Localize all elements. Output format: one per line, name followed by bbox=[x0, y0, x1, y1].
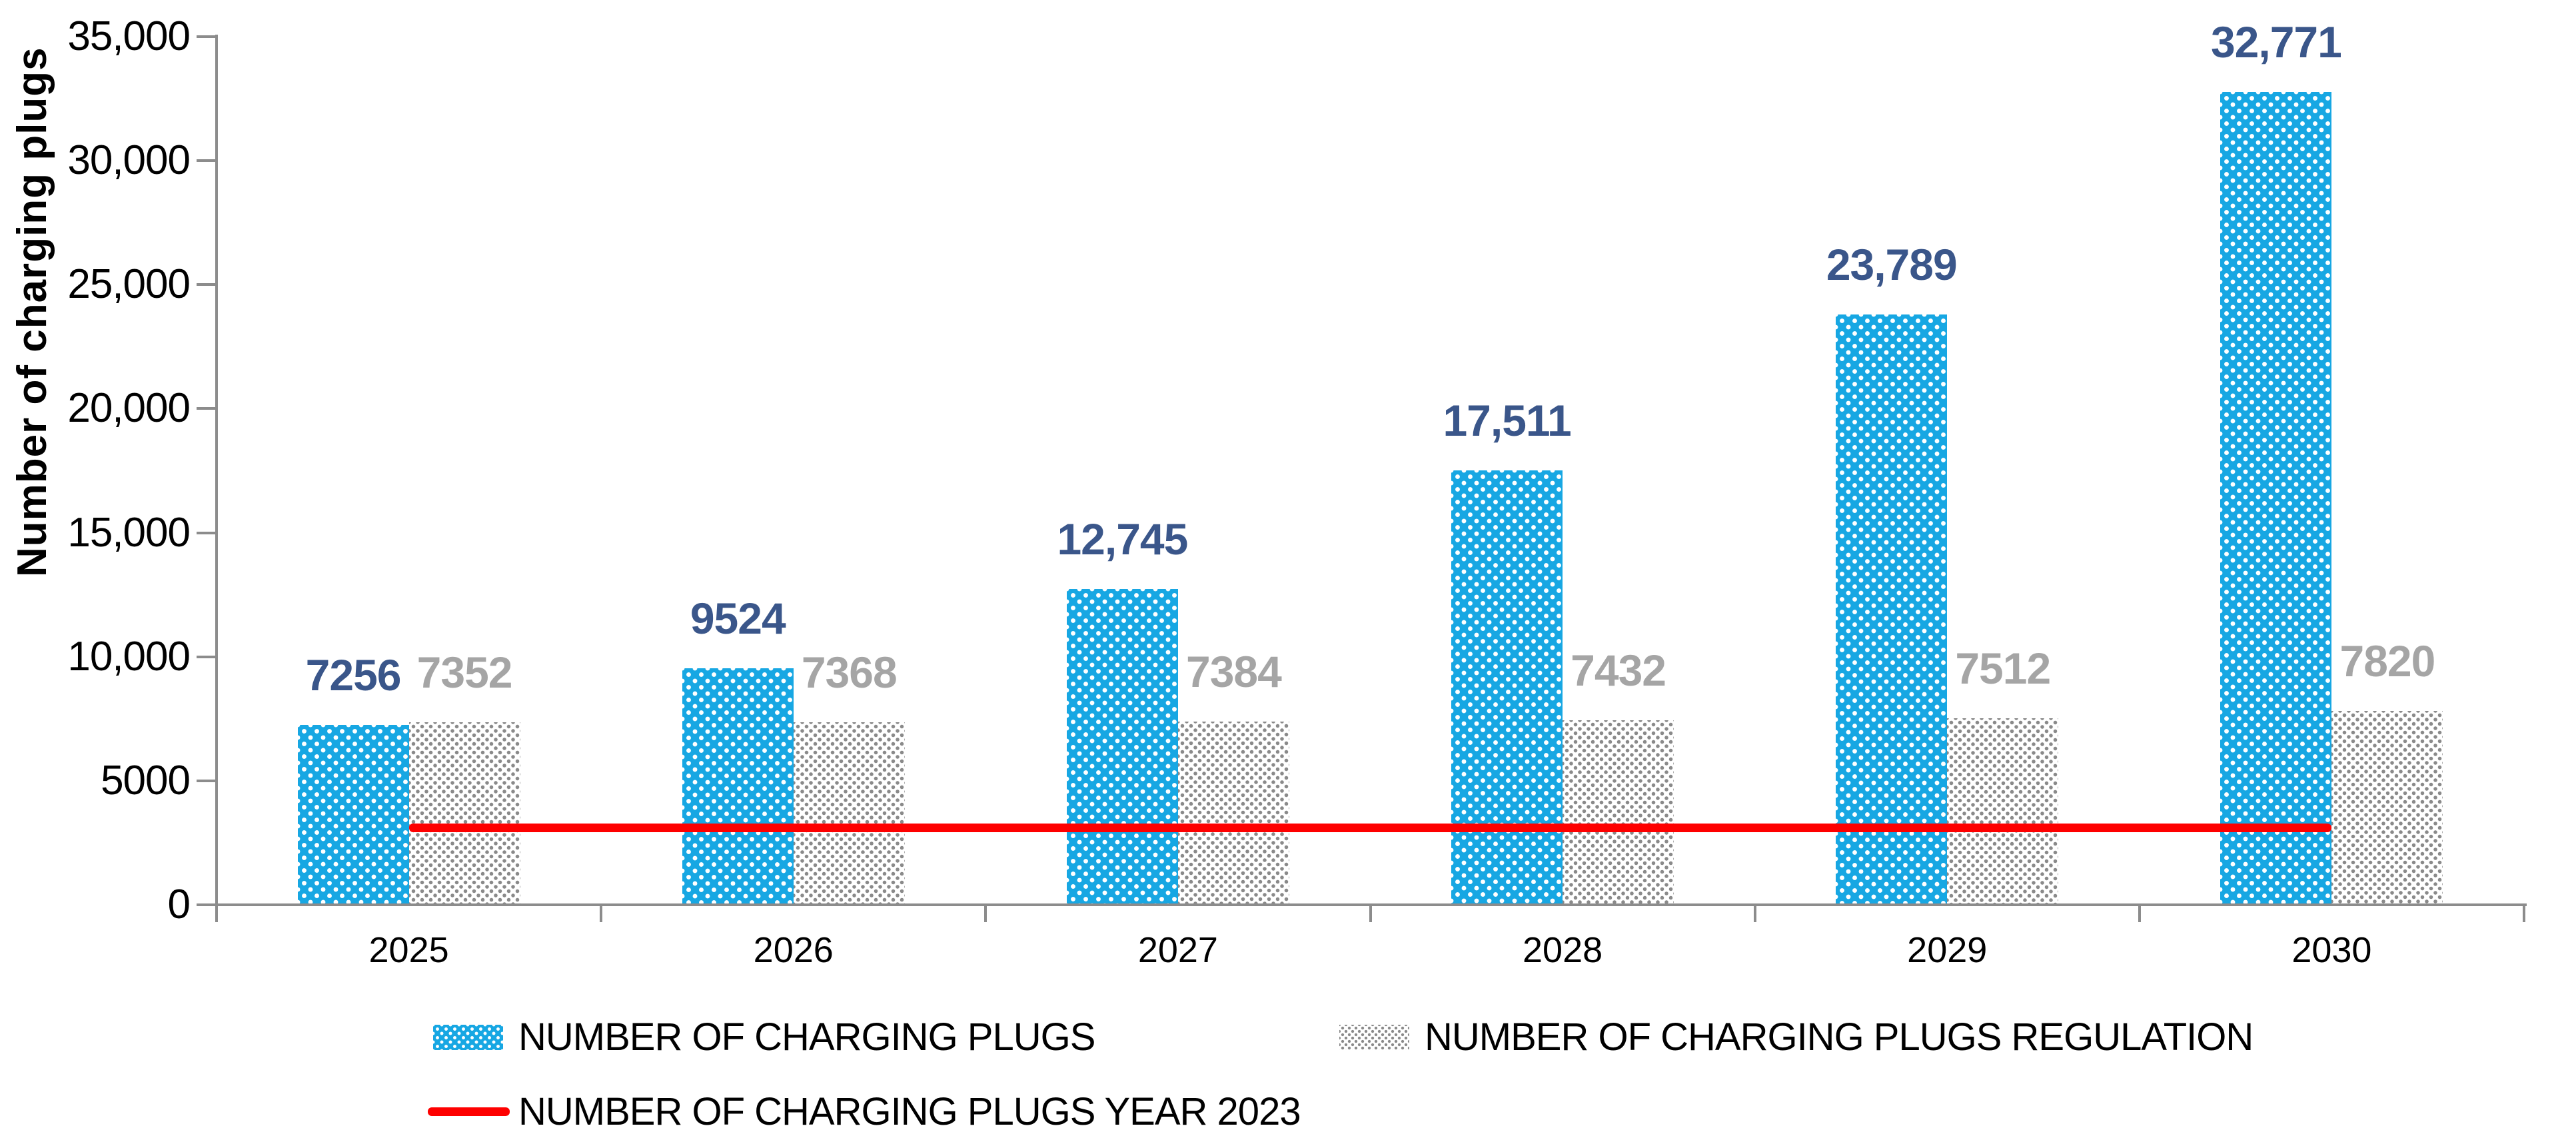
year-2023-reference-line bbox=[408, 823, 2332, 832]
bar-regulation-2025 bbox=[408, 722, 520, 903]
x-axis-label-2029: 2029 bbox=[1907, 930, 1988, 970]
bar-charging-plugs-2027 bbox=[1066, 588, 1178, 903]
data-label-regulation-2027: 7384 bbox=[1185, 647, 1282, 697]
bar-charging-plugs-2030 bbox=[2220, 91, 2332, 903]
y-tick-mark bbox=[197, 159, 217, 163]
data-label-regulation-2030: 7820 bbox=[2339, 636, 2435, 686]
y-tick-mark bbox=[197, 531, 217, 534]
y-tick-mark bbox=[197, 655, 217, 658]
data-label-regulation-2025: 7352 bbox=[416, 648, 513, 698]
x-tick-mark bbox=[984, 905, 987, 922]
data-label-charging-plugs-2027: 12,745 bbox=[1057, 514, 1188, 564]
bar-regulation-2030 bbox=[2331, 710, 2443, 903]
y-tick-label: 0 bbox=[167, 881, 191, 927]
data-label-charging-plugs-2029: 23,789 bbox=[1826, 240, 1958, 290]
y-tick-mark bbox=[197, 407, 217, 410]
bar-regulation-2026 bbox=[793, 722, 905, 903]
y-axis-line bbox=[215, 35, 218, 906]
y-tick-label: 30,000 bbox=[67, 137, 191, 184]
y-tick-mark bbox=[197, 779, 217, 782]
legend-label-charging-plugs: NUMBER OF CHARGING PLUGS bbox=[518, 1015, 1095, 1059]
bar-charging-plugs-2028 bbox=[1451, 470, 1563, 903]
y-tick-mark bbox=[197, 35, 217, 38]
legend-label-year-2023-line: NUMBER OF CHARGING PLUGS YEAR 2023 bbox=[518, 1090, 1301, 1133]
legend-label-charging-plugs-regulation: NUMBER OF CHARGING PLUGS REGULATION bbox=[1425, 1015, 2254, 1059]
data-label-charging-plugs-2030: 32,771 bbox=[2210, 17, 2342, 67]
legend-swatch-year-2023-line bbox=[428, 1107, 510, 1116]
legend-swatch-charging-plugs-regulation bbox=[1339, 1025, 1409, 1050]
y-tick-label: 5000 bbox=[101, 757, 191, 804]
x-tick-mark bbox=[2138, 905, 2141, 922]
x-axis-label-2028: 2028 bbox=[1523, 930, 1603, 970]
bar-regulation-2027 bbox=[1177, 722, 1289, 903]
data-label-regulation-2026: 7368 bbox=[801, 647, 898, 697]
x-axis-label-2025: 2025 bbox=[368, 930, 449, 970]
bar-charging-plugs-2029 bbox=[1836, 314, 1948, 903]
x-tick-mark bbox=[215, 905, 218, 922]
x-tick-mark bbox=[1753, 905, 1756, 922]
data-label-regulation-2029: 7512 bbox=[1955, 644, 2051, 694]
x-axis-label-2030: 2030 bbox=[2291, 930, 2372, 970]
data-label-charging-plugs-2025: 7256 bbox=[305, 650, 402, 700]
y-tick-label: 15,000 bbox=[67, 509, 191, 556]
y-tick-label: 20,000 bbox=[67, 385, 191, 432]
bar-regulation-2029 bbox=[1947, 718, 2059, 903]
x-tick-mark bbox=[2523, 905, 2525, 922]
x-axis-label-2026: 2026 bbox=[753, 930, 834, 970]
legend-swatch-charging-plugs bbox=[433, 1025, 503, 1050]
x-tick-mark bbox=[1369, 905, 1372, 922]
bar-regulation-2028 bbox=[1563, 720, 1674, 903]
bar-charging-plugs-2025 bbox=[297, 724, 409, 903]
data-label-regulation-2028: 7432 bbox=[1571, 646, 1666, 696]
y-tick-label: 25,000 bbox=[67, 261, 191, 308]
y-tick-mark bbox=[197, 283, 217, 286]
data-label-charging-plugs-2026: 9524 bbox=[690, 594, 786, 644]
x-axis-label-2027: 2027 bbox=[1137, 930, 1218, 970]
x-tick-mark bbox=[600, 905, 603, 922]
data-label-charging-plugs-2028: 17,511 bbox=[1443, 396, 1571, 446]
y-tick-mark bbox=[197, 903, 217, 906]
bar-charging-plugs-2026 bbox=[682, 668, 794, 903]
y-tick-label: 10,000 bbox=[67, 633, 191, 680]
y-tick-label: 35,000 bbox=[67, 13, 191, 59]
